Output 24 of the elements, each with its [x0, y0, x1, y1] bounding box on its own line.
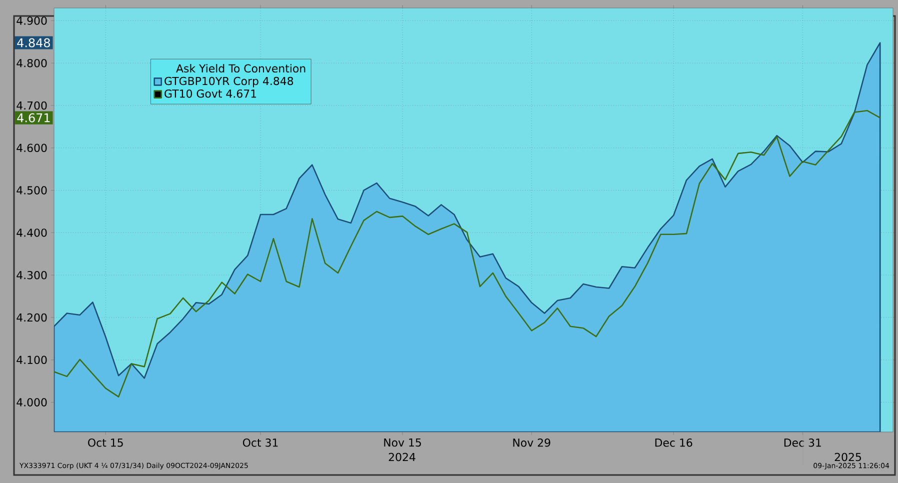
y-tick-label: 4.100 [16, 356, 47, 364]
legend-label: GT10 Govt 4.671 [164, 89, 256, 98]
y-tick-label: 4.200 [16, 313, 47, 322]
x-tick-label: Dec 31 [784, 438, 821, 447]
text: 2024 [388, 452, 416, 462]
line-series [54, 110, 881, 398]
text: 2025 [834, 452, 861, 462]
x-tick-label: Nov 15 [384, 438, 421, 447]
x-tick-label: Dec 16 [655, 438, 692, 447]
annotation: 4.671 [17, 113, 50, 122]
legend-label: GTGBP10YR Corp 4.848 [164, 76, 294, 88]
x-tick-label: Nov 29 [513, 438, 550, 447]
y-tick-label: 4.600 [16, 144, 47, 152]
y-tick-label: 4.900 [16, 16, 47, 25]
y-tick-label: 4.400 [16, 228, 47, 237]
x-tick-label: Oct 15 [88, 438, 123, 447]
legend-title: Ask Yield To Convention [176, 64, 306, 73]
y-tick-label: 4.800 [16, 58, 47, 68]
annotation: 4.848 [17, 38, 50, 48]
y-tick-label: 4.300 [16, 270, 47, 280]
y-tick-label: 4.500 [16, 186, 47, 194]
y-tick-label: 4.700 [16, 101, 47, 110]
x-tick-label: Oct 31 [242, 438, 278, 447]
y-tick-label: 4.000 [16, 398, 47, 406]
